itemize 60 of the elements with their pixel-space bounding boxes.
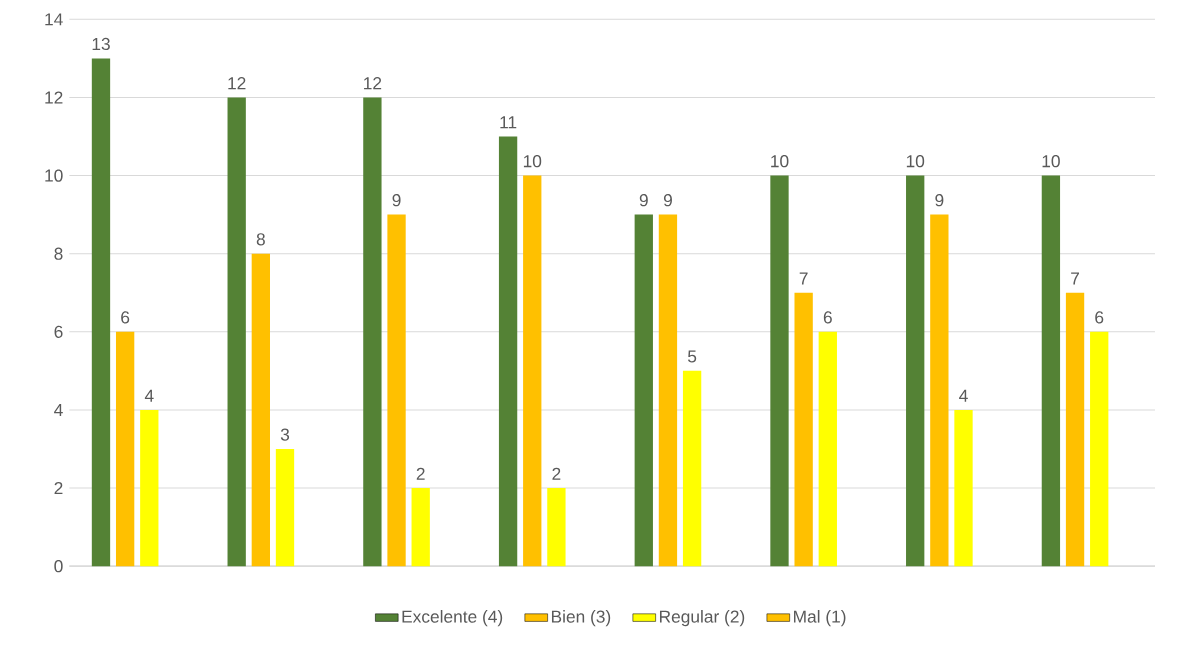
- data-label: 3: [280, 428, 290, 441]
- bar: [115, 331, 135, 567]
- data-label: 9: [935, 194, 944, 207]
- data-label: 7: [799, 272, 808, 285]
- data-label: 2: [552, 467, 561, 480]
- data-label: 10: [1042, 154, 1060, 168]
- data-label: 4: [959, 389, 968, 402]
- data-label: 4: [144, 389, 154, 402]
- y-tick-label: 4: [54, 403, 63, 416]
- data-label: 6: [121, 311, 130, 324]
- bar: [658, 214, 678, 567]
- data-label: 7: [1071, 272, 1079, 285]
- y-tick-label: 2: [54, 481, 63, 495]
- y-tick-label: 8: [54, 247, 63, 260]
- data-label: 6: [823, 311, 832, 324]
- data-label: 10: [523, 154, 542, 168]
- bar: [1065, 292, 1085, 567]
- bar: [91, 58, 111, 567]
- data-label: 9: [392, 194, 401, 207]
- bar: [954, 409, 973, 567]
- legend-label: Excelente (4): [402, 609, 503, 627]
- bar: [363, 97, 382, 567]
- data-label: 10: [771, 154, 789, 168]
- y-tick-label: 0: [54, 559, 63, 573]
- y-tick-label: 12: [45, 91, 63, 104]
- data-label: 2: [416, 467, 425, 480]
- bar: [547, 487, 566, 567]
- bar: [251, 253, 270, 567]
- bar: [682, 370, 702, 567]
- bar: [387, 214, 406, 567]
- data-label: 9: [639, 194, 648, 207]
- bar: [906, 175, 925, 567]
- data-label: 12: [228, 76, 246, 90]
- bar: [818, 331, 837, 567]
- bar: [275, 448, 295, 567]
- legend-label: Regular (2): [659, 609, 745, 627]
- bar: [227, 97, 246, 567]
- data-label: 9: [663, 194, 672, 207]
- bar: [498, 136, 518, 567]
- data-label: 11: [500, 116, 517, 129]
- bar: [634, 214, 653, 567]
- data-label: 10: [906, 154, 925, 168]
- bar: [140, 409, 159, 567]
- bar: [1090, 331, 1109, 567]
- bar: [411, 487, 430, 567]
- y-tick-label: 6: [54, 325, 63, 338]
- legend-label: Bien (3): [551, 609, 611, 627]
- data-label: 5: [687, 350, 697, 363]
- data-label: 6: [1095, 311, 1104, 324]
- legend-label: Mal (1): [794, 609, 846, 627]
- y-tick-label: 10: [45, 169, 63, 182]
- y-tick-label: 14: [45, 13, 63, 26]
- data-label: 12: [364, 76, 382, 90]
- data-label: 8: [256, 233, 265, 246]
- bar: [930, 214, 949, 567]
- data-label: 13: [92, 37, 110, 51]
- bar: [523, 175, 542, 567]
- bar: [770, 175, 789, 567]
- bar: [1041, 175, 1061, 567]
- bar: [794, 292, 813, 567]
